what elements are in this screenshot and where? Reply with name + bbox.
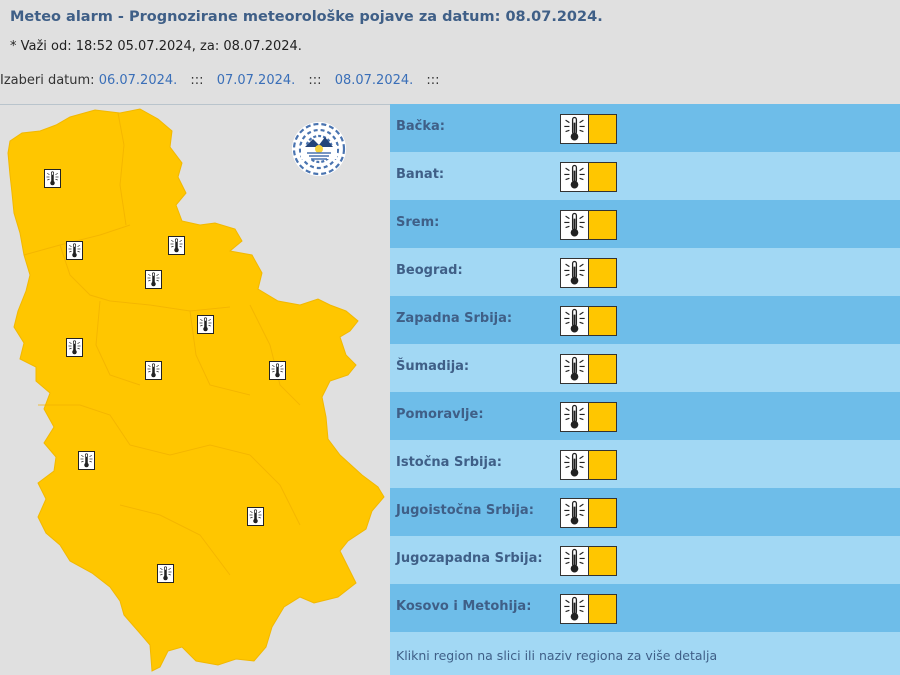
date-link-1[interactable]: 06.07.2024. bbox=[98, 73, 178, 88]
rhmz-logo bbox=[287, 119, 351, 183]
region-name[interactable]: Kosovo i Metohija: bbox=[396, 599, 532, 614]
validity-text: * Važi od: 18:52 05.07.2024, za: 08.07.2… bbox=[10, 39, 302, 54]
region-name[interactable]: Banat: bbox=[396, 167, 445, 182]
thermometer-icon bbox=[561, 499, 589, 527]
thermometer-icon bbox=[561, 307, 589, 335]
thermometer-icon[interactable] bbox=[145, 270, 162, 289]
region-row-backa[interactable]: Bačka: bbox=[390, 104, 900, 152]
help-footer: Klikni region na slici ili naziv regiona… bbox=[390, 632, 900, 675]
date-selector: Izaberi datum: 06.07.2024. ::: 07.07.202… bbox=[0, 73, 449, 88]
region-row-pomoravlje[interactable]: Pomoravlje: bbox=[390, 392, 900, 440]
thermometer-icon bbox=[561, 211, 589, 239]
thermometer-icon bbox=[561, 547, 589, 575]
date-link-2[interactable]: 07.07.2024. bbox=[216, 73, 296, 88]
thermometer-icon[interactable] bbox=[247, 507, 264, 526]
thermometer-icon[interactable] bbox=[168, 236, 185, 255]
region-row-beograd[interactable]: Beograd: bbox=[390, 248, 900, 296]
date-link-3[interactable]: 08.07.2024. bbox=[334, 73, 414, 88]
date-selector-label: Izaberi datum: bbox=[0, 73, 95, 88]
region-name[interactable]: Bačka: bbox=[396, 119, 446, 134]
date-separator: ::: bbox=[308, 73, 322, 88]
region-name[interactable]: Istočna Srbija: bbox=[396, 455, 502, 470]
thermometer-icon bbox=[561, 403, 589, 431]
region-name[interactable]: Jugoistočna Srbija: bbox=[396, 503, 534, 518]
page-title: Meteo alarm - Prognozirane meteorološke … bbox=[10, 9, 603, 25]
thermometer-icon[interactable] bbox=[66, 338, 83, 357]
region-name[interactable]: Beograd: bbox=[396, 263, 463, 278]
warning-badge[interactable] bbox=[560, 258, 617, 288]
warning-badge[interactable] bbox=[560, 114, 617, 144]
region-name[interactable]: Jugozapadna Srbija: bbox=[396, 551, 543, 566]
warning-badge[interactable] bbox=[560, 450, 617, 480]
warning-badge[interactable] bbox=[560, 594, 617, 624]
warning-badge[interactable] bbox=[560, 498, 617, 528]
date-separator: ::: bbox=[190, 73, 204, 88]
region-name[interactable]: Zapadna Srbija: bbox=[396, 311, 513, 326]
warning-badge[interactable] bbox=[560, 306, 617, 336]
thermometer-icon[interactable] bbox=[145, 361, 162, 380]
warning-badge[interactable] bbox=[560, 546, 617, 576]
region-name[interactable]: Pomoravlje: bbox=[396, 407, 484, 422]
warning-badge[interactable] bbox=[560, 162, 617, 192]
thermometer-icon[interactable] bbox=[269, 361, 286, 380]
thermometer-icon[interactable] bbox=[157, 564, 174, 583]
region-row-jugozapadna-srbija[interactable]: Jugozapadna Srbija: bbox=[390, 536, 900, 584]
thermometer-icon bbox=[561, 259, 589, 287]
thermometer-icon[interactable] bbox=[78, 451, 95, 470]
warning-badge[interactable] bbox=[560, 354, 617, 384]
date-separator: ::: bbox=[426, 73, 440, 88]
region-row-kosovo-i-metohija[interactable]: Kosovo i Metohija: bbox=[390, 584, 900, 632]
thermometer-icon bbox=[561, 595, 589, 623]
warning-map bbox=[0, 104, 390, 675]
thermometer-icon[interactable] bbox=[44, 169, 61, 188]
thermometer-icon[interactable] bbox=[66, 241, 83, 260]
region-name[interactable]: Šumadija: bbox=[396, 359, 470, 374]
warning-badge[interactable] bbox=[560, 210, 617, 240]
region-row-banat[interactable]: Banat: bbox=[390, 152, 900, 200]
region-row-srem[interactable]: Srem: bbox=[390, 200, 900, 248]
thermometer-icon bbox=[561, 163, 589, 191]
region-table: Bačka: Banat: Srem: Beograd: Zapadna Srb… bbox=[390, 104, 900, 675]
region-row-istocna-srbija[interactable]: Istočna Srbija: bbox=[390, 440, 900, 488]
region-name[interactable]: Srem: bbox=[396, 215, 440, 230]
region-row-sumadija[interactable]: Šumadija: bbox=[390, 344, 900, 392]
warning-badge[interactable] bbox=[560, 402, 617, 432]
thermometer-icon bbox=[561, 355, 589, 383]
help-text: Klikni region na slici ili naziv regiona… bbox=[396, 648, 718, 663]
thermometer-icon bbox=[561, 451, 589, 479]
thermometer-icon[interactable] bbox=[197, 315, 214, 334]
region-row-zapadna-srbija[interactable]: Zapadna Srbija: bbox=[390, 296, 900, 344]
thermometer-icon bbox=[561, 115, 589, 143]
region-row-jugoistocna-srbija[interactable]: Jugoistočna Srbija: bbox=[390, 488, 900, 536]
serbia-map[interactable] bbox=[0, 105, 390, 675]
